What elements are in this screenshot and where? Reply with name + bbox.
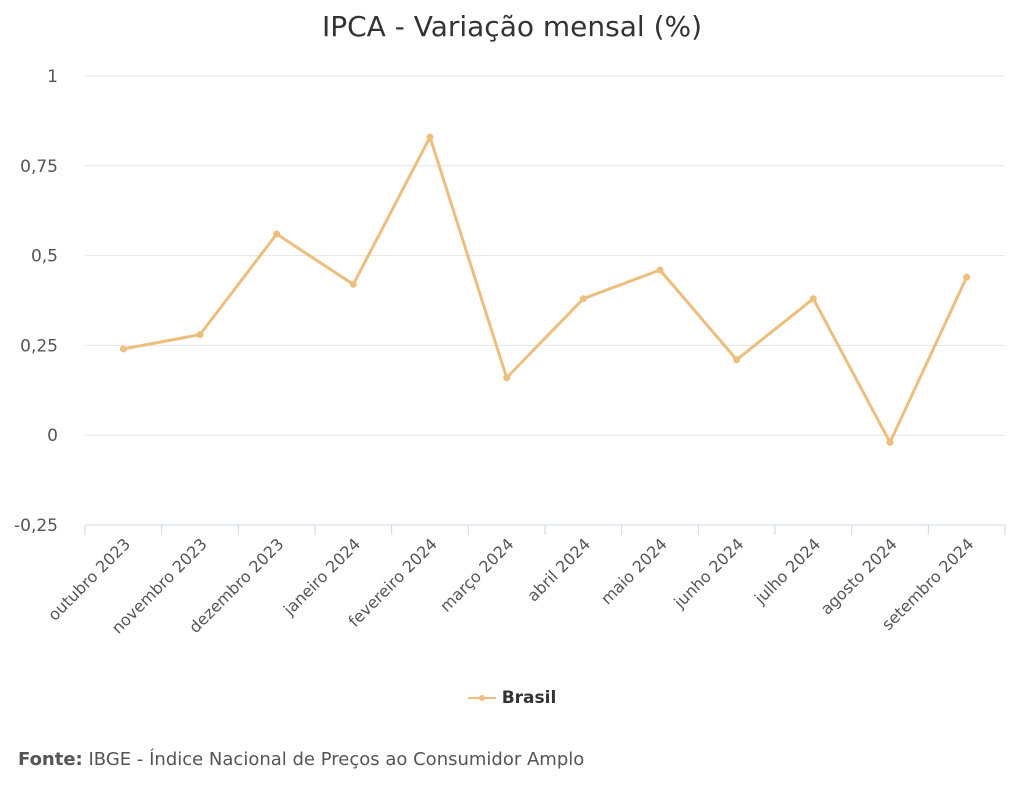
data-point[interactable] [733, 356, 741, 364]
data-point[interactable] [349, 280, 357, 288]
x-tick-label: janeiro 2024 [279, 534, 364, 619]
y-tick-label: 1 [47, 67, 58, 87]
data-point[interactable] [503, 374, 511, 382]
series-line[interactable] [123, 135, 969, 444]
series-brasil [119, 133, 971, 446]
data-point[interactable] [579, 295, 587, 303]
x-tick-label: maio 2024 [597, 534, 671, 608]
x-tick-label: julho 2024 [750, 534, 824, 608]
legend-label-brasil: Brasil [501, 688, 557, 708]
legend[interactable]: Brasil [0, 688, 1024, 708]
data-point[interactable] [809, 295, 817, 303]
grid-lines [85, 75, 1005, 436]
line-chart: -0,25 0 0,25 0,5 0,75 1 outubro 2023novembro … [14, 67, 1006, 637]
y-tick-label: -0,25 [14, 516, 58, 536]
x-axis [84, 524, 1006, 535]
data-point[interactable] [886, 438, 894, 446]
data-point[interactable] [426, 133, 434, 141]
y-axis-ticks: -0,25 0 0,25 0,5 0,75 1 [14, 67, 58, 536]
data-point[interactable] [119, 345, 127, 353]
source-label: Fonte: [18, 749, 83, 770]
data-point[interactable] [196, 331, 204, 339]
x-tick-label: abril 2024 [523, 534, 594, 605]
source-note: Fonte: IBGE - Índice Nacional de Preços … [18, 749, 584, 770]
data-point[interactable] [273, 230, 281, 238]
chart-title: IPCA - Variação mensal (%) [321, 10, 703, 43]
y-tick-label: 0,25 [20, 336, 58, 356]
data-point[interactable] [656, 266, 664, 274]
x-tick-label: agosto 2024 [817, 534, 901, 618]
source-text: IBGE - Índice Nacional de Preços ao Cons… [88, 749, 585, 770]
y-tick-label: 0,75 [20, 157, 58, 177]
data-point[interactable] [963, 273, 971, 281]
x-tick-label: junho 2024 [669, 534, 747, 612]
x-tick-label: março 2024 [436, 534, 517, 615]
y-tick-label: 0,5 [31, 247, 58, 267]
y-tick-label: 0 [47, 426, 58, 446]
legend-swatch-brasil [467, 690, 496, 706]
